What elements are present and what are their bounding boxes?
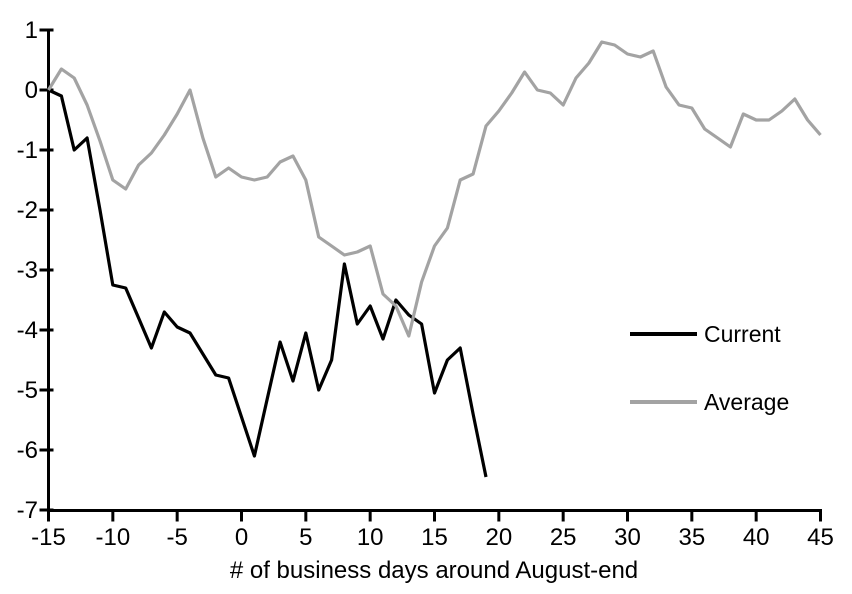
x-tick-label: -10 bbox=[95, 524, 130, 551]
y-tick-label: 0 bbox=[25, 77, 38, 104]
x-tick-label: -5 bbox=[166, 524, 187, 551]
x-tick-label: 40 bbox=[743, 524, 770, 551]
x-tick-label: 15 bbox=[421, 524, 448, 551]
y-tick-label: 1 bbox=[25, 17, 38, 44]
x-tick-label: 20 bbox=[485, 524, 512, 551]
x-tick-label: 5 bbox=[299, 524, 312, 551]
x-tick-label: 45 bbox=[807, 524, 834, 551]
x-tick-label: 30 bbox=[614, 524, 641, 551]
x-tick-label: -15 bbox=[31, 524, 66, 551]
average-series-line bbox=[47, 40, 822, 338]
x-tick-label: 0 bbox=[235, 524, 248, 551]
y-tick-label: -1 bbox=[17, 137, 38, 164]
x-axis-title: # of business days around August-end bbox=[229, 557, 639, 584]
y-tick-label: -5 bbox=[17, 377, 38, 404]
y-tick-label: -7 bbox=[17, 497, 38, 524]
y-tick-label: -3 bbox=[17, 257, 38, 284]
y-tick-label: -2 bbox=[17, 197, 38, 224]
x-tick-label: 25 bbox=[550, 524, 577, 551]
x-tick-label: 10 bbox=[357, 524, 384, 551]
y-tick-label: -4 bbox=[17, 317, 38, 344]
y-tick-label: -6 bbox=[17, 437, 38, 464]
x-tick-label: 35 bbox=[678, 524, 705, 551]
